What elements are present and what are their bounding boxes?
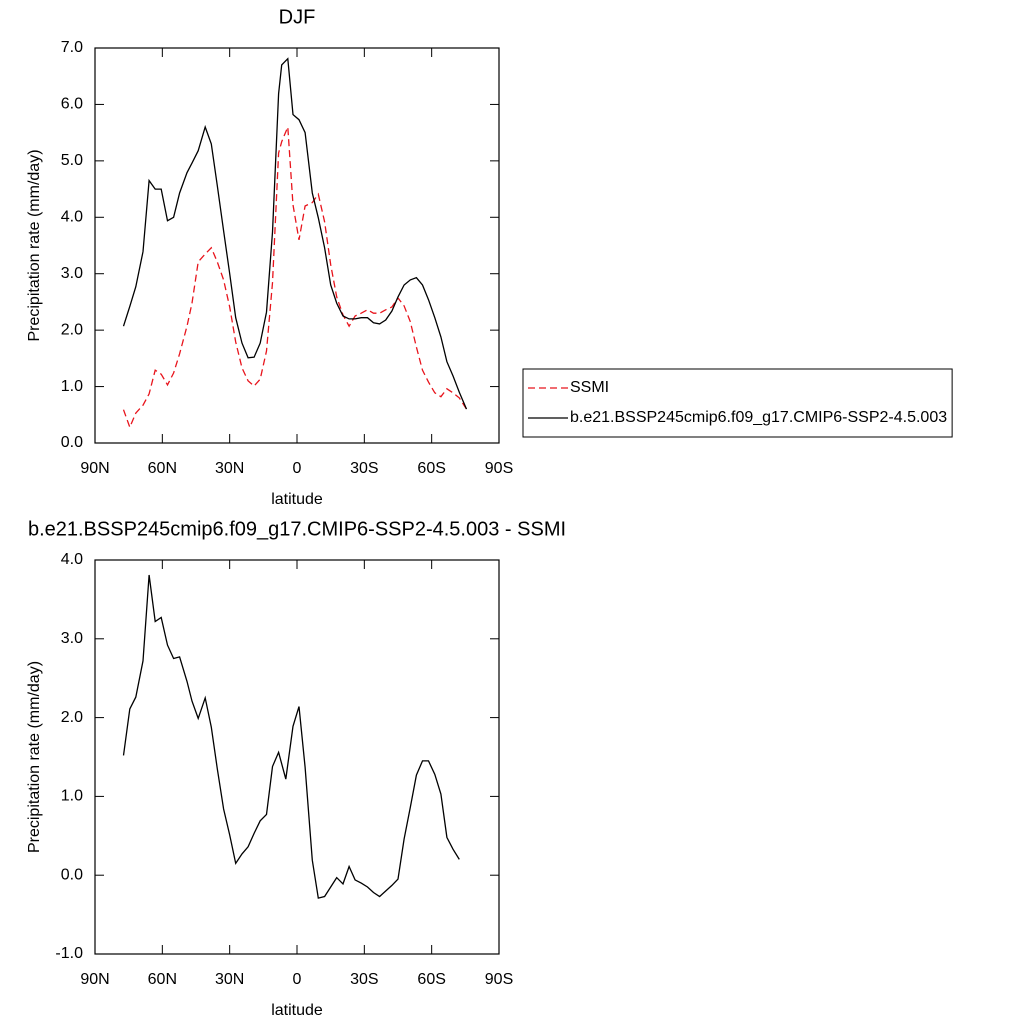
y-tick-label: 3.0 <box>61 630 83 647</box>
x-tick-label: 90N <box>80 460 109 477</box>
y-tick-label: 0.0 <box>61 866 83 883</box>
y-tick-label: 3.0 <box>61 265 83 282</box>
x-tick-label: 60N <box>148 460 177 477</box>
x-tick-label: 90S <box>485 971 513 988</box>
legend-label: b.e21.BSSP245cmip6.f09_g17.CMIP6-SSP2-4.… <box>570 409 947 426</box>
chart-title: b.e21.BSSP245cmip6.f09_g17.CMIP6-SSP2-4.… <box>28 518 566 540</box>
legend-frame <box>522 368 953 438</box>
x-tick-label: 60S <box>417 460 445 477</box>
x-tick-label: 30N <box>215 460 244 477</box>
y-tick-label: 4.0 <box>61 551 83 568</box>
y-tick-label: 6.0 <box>61 96 83 113</box>
data-line <box>122 574 460 899</box>
y-tick-label: 5.0 <box>61 152 83 169</box>
x-tick-label: 30N <box>215 971 244 988</box>
x-axis-label: latitude <box>271 491 323 508</box>
chart-title: DJF <box>279 6 316 28</box>
legend-label: SSMI <box>570 379 609 396</box>
x-tick-label: 30S <box>350 971 378 988</box>
data-line <box>122 57 468 410</box>
x-tick-label: 60N <box>148 971 177 988</box>
y-tick-label: 2.0 <box>61 321 83 338</box>
y-tick-label: 0.0 <box>61 434 83 451</box>
x-tick-label: 90N <box>80 971 109 988</box>
y-tick-label: -1.0 <box>55 945 83 962</box>
x-tick-label: 60S <box>417 971 445 988</box>
y-axis-label: Precipitation rate (mm/day) <box>26 149 43 341</box>
data-line <box>122 126 468 429</box>
x-axis-label: latitude <box>271 1002 323 1019</box>
x-tick-label: 30S <box>350 460 378 477</box>
y-tick-label: 1.0 <box>61 788 83 805</box>
x-tick-label: 90S <box>485 460 513 477</box>
plot-frame <box>94 47 500 444</box>
x-tick-label: 0 <box>293 971 302 988</box>
y-tick-label: 1.0 <box>61 378 83 395</box>
y-tick-label: 7.0 <box>61 39 83 56</box>
y-tick-label: 2.0 <box>61 709 83 726</box>
y-axis-label: Precipitation rate (mm/day) <box>26 661 43 853</box>
x-tick-label: 0 <box>293 460 302 477</box>
y-tick-label: 4.0 <box>61 209 83 226</box>
legend: SSMI b.e21.BSSP245cmip6.f09_g17.CMIP6-SSP… <box>522 368 953 438</box>
plot-frame <box>94 559 500 955</box>
